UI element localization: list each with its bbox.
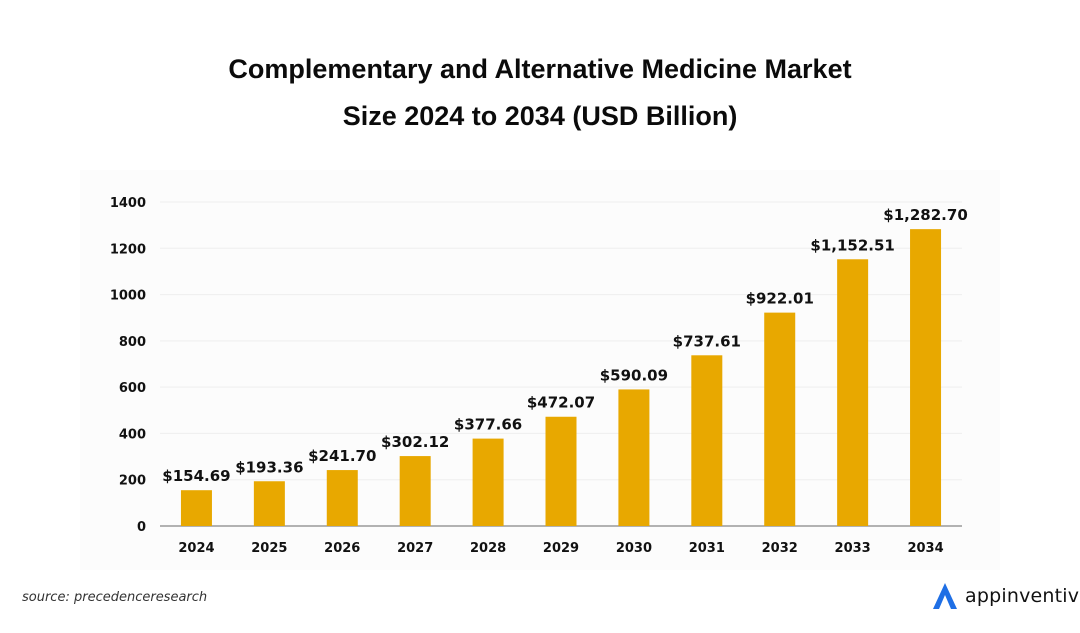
bar: [691, 355, 723, 526]
y-tick-label: 1400: [110, 196, 146, 211]
x-tick-label: 2024: [178, 541, 214, 556]
y-tick-label: 800: [119, 335, 146, 350]
y-tick-label: 400: [119, 427, 146, 442]
x-tick-label: 2034: [907, 541, 943, 556]
bar: [545, 416, 577, 526]
data-label: $590.09: [600, 366, 668, 384]
data-label: $1,282.70: [883, 206, 967, 224]
bar: [837, 259, 869, 526]
x-tick-label: 2026: [324, 541, 360, 556]
bar: [326, 470, 358, 526]
data-label: $1,152.51: [810, 236, 894, 254]
chart-title-line-1: Complementary and Alternative Medicine M…: [228, 54, 852, 84]
data-label: $377.66: [454, 416, 522, 434]
bar: [399, 456, 431, 526]
x-tick-label: 2025: [251, 541, 287, 556]
y-tick-label: 1200: [110, 242, 146, 257]
x-tick-label: 2032: [762, 541, 798, 556]
chart-title-line-2: Size 2024 to 2034 (USD Billion): [342, 101, 738, 131]
bar: [618, 389, 650, 526]
x-tick-label: 2029: [543, 541, 579, 556]
brand-name: appinventiv: [965, 585, 1080, 607]
y-tick-label: 200: [119, 474, 146, 489]
x-tick-label: 2033: [835, 541, 871, 556]
source-note: source: precedenceresearch: [22, 590, 208, 605]
y-tick-label: 0: [137, 520, 146, 535]
y-tick-label: 1000: [110, 289, 146, 304]
data-label: $922.01: [746, 290, 814, 308]
bar: [472, 438, 504, 526]
y-tick-label: 600: [119, 381, 146, 396]
data-label: $472.07: [527, 394, 595, 412]
x-tick-label: 2030: [616, 541, 652, 556]
bar: [764, 312, 796, 526]
brand-logo: appinventiv: [931, 580, 1079, 612]
data-label: $302.12: [381, 433, 449, 451]
chart-title: Complementary and Alternative Medicine M…: [0, 46, 1080, 140]
bar: [910, 229, 942, 526]
x-tick-label: 2031: [689, 541, 725, 556]
data-label: $193.36: [235, 458, 303, 476]
x-tick-label: 2028: [470, 541, 506, 556]
data-label: $154.69: [162, 467, 230, 485]
a-logo-icon: [933, 583, 957, 609]
data-label: $737.61: [673, 332, 741, 350]
x-tick-label: 2027: [397, 541, 433, 556]
bar: [253, 481, 285, 526]
bar: [180, 490, 212, 526]
data-label: $241.70: [308, 447, 376, 465]
